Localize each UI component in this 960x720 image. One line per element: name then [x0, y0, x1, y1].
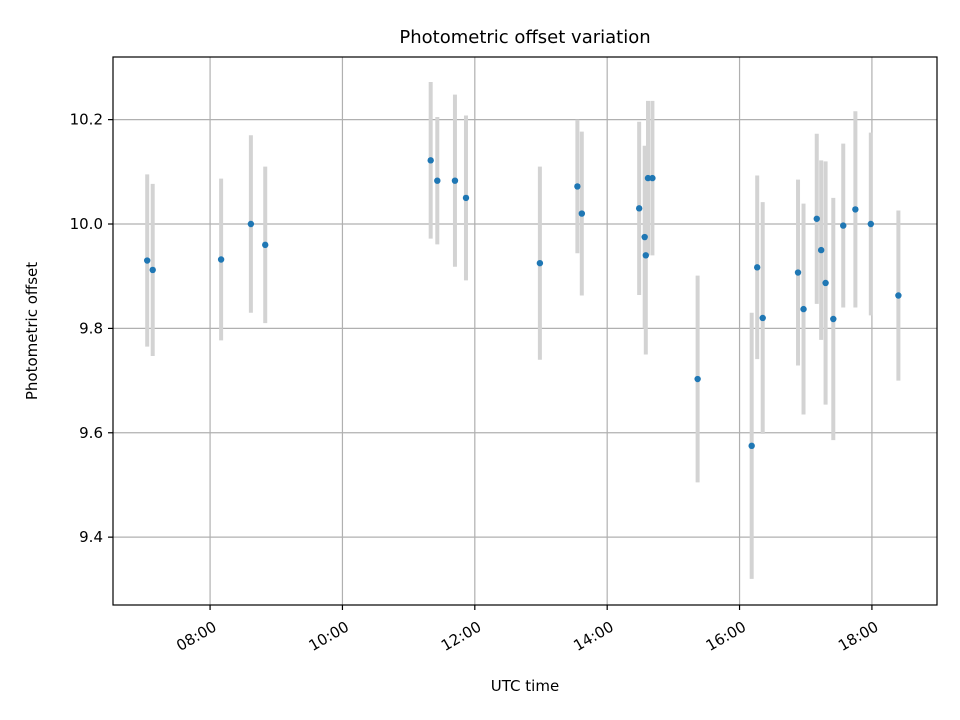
y-tick-label: 9.8 — [79, 319, 103, 337]
data-point — [852, 206, 859, 213]
y-tick-label: 10.0 — [70, 215, 103, 233]
data-point — [262, 241, 269, 249]
data-point — [840, 222, 847, 229]
y-tick-label: 10.2 — [70, 111, 103, 129]
data-point — [143, 257, 151, 264]
chart-title: Photometric offset variation — [399, 27, 650, 48]
data-point — [462, 194, 470, 202]
data-point — [830, 315, 837, 323]
x-tick-label: 16:00 — [703, 618, 749, 655]
data-point — [536, 259, 544, 267]
data-point — [867, 220, 875, 228]
plot-area — [113, 57, 937, 605]
y-axis-ticks: 9.4 9.6 9.8 10.0 10.2 — [70, 111, 113, 546]
plot-frame — [112, 56, 938, 606]
data-point — [642, 252, 649, 259]
x-tick-label: 18:00 — [835, 618, 881, 655]
data-point — [794, 269, 802, 276]
data-point — [753, 264, 761, 271]
data-point — [451, 177, 459, 184]
data-point — [895, 292, 902, 299]
data-point — [578, 210, 586, 217]
data-point — [427, 157, 434, 164]
y-tick-label: 9.4 — [79, 528, 103, 546]
x-axis-label: UTC time — [491, 677, 559, 695]
data-point — [748, 442, 755, 450]
data-point — [817, 246, 825, 254]
data-points — [143, 157, 902, 450]
x-tick-label: 10:00 — [306, 618, 352, 655]
x-tick-label: 08:00 — [173, 618, 219, 655]
data-point — [694, 375, 701, 383]
data-point — [247, 220, 255, 228]
data-point — [759, 314, 766, 322]
x-tick-label: 14:00 — [570, 618, 616, 655]
x-axis-ticks: 08:00 10:00 12:00 14:00 16:00 18:00 — [173, 605, 882, 655]
data-point — [217, 256, 225, 263]
data-point — [635, 205, 643, 212]
data-point — [822, 279, 829, 287]
data-point — [574, 183, 581, 190]
x-tick-label: 12:00 — [438, 618, 484, 655]
data-point — [434, 177, 441, 184]
data-point — [149, 266, 156, 274]
data-point — [800, 305, 807, 313]
data-point — [641, 233, 648, 241]
data-point — [649, 174, 656, 182]
y-axis-label: Photometric offset — [23, 262, 41, 400]
data-point — [813, 215, 820, 222]
y-tick-label: 9.6 — [79, 424, 103, 442]
data-point — [644, 174, 652, 182]
